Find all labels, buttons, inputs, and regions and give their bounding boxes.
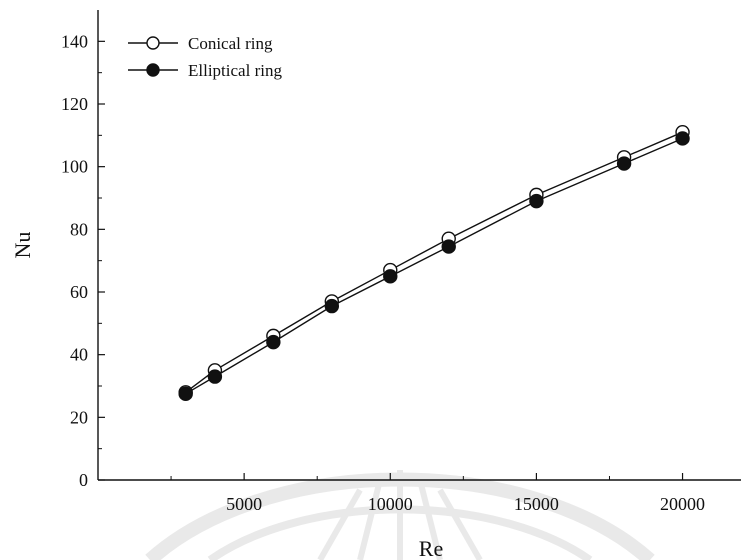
- x-tick-label: 5000: [226, 494, 262, 514]
- y-tick-label: 20: [70, 407, 88, 427]
- x-tick-labels: 5000 10000 15000 20000: [226, 494, 705, 514]
- axes: [97, 10, 741, 481]
- series-line-0: [185, 131, 683, 393]
- elliptical-ring-point: [324, 298, 340, 314]
- watermark: [145, 470, 655, 560]
- x-tick-label: 20000: [660, 494, 705, 514]
- legend-marker-conical-ring: [146, 36, 160, 50]
- y-tick-label: 100: [61, 157, 88, 177]
- legend-item-elliptical-ring: Elliptical ring: [128, 61, 282, 80]
- legend: Conical ring Elliptical ring: [128, 34, 282, 80]
- elliptical-ring-point: [616, 156, 632, 171]
- elliptical-ring-point: [383, 269, 398, 284]
- elliptical-ring-point: [529, 193, 544, 209]
- y-tick-label: 40: [70, 345, 88, 365]
- y-tick-label: 140: [61, 31, 88, 51]
- legend-label-elliptical-ring: Elliptical ring: [188, 61, 282, 80]
- series-layer: [178, 124, 690, 402]
- y-axis-label: Nu: [10, 232, 35, 259]
- elliptical-ring-point: [207, 369, 223, 384]
- y-tick-label: 0: [79, 470, 88, 490]
- x-tick-label: 15000: [514, 494, 559, 514]
- elliptical-ring-point: [178, 386, 193, 402]
- y-tick-label: 80: [70, 219, 88, 239]
- y-tick-label: 60: [70, 282, 88, 302]
- legend-label-conical-ring: Conical ring: [188, 34, 273, 53]
- y-tick-labels: 0 20 40 60 80 100 120 140: [61, 31, 88, 490]
- x-tick-label: 10000: [368, 494, 413, 514]
- legend-marker-elliptical-ring: [146, 63, 160, 77]
- elliptical-ring-point: [441, 239, 456, 254]
- legend-item-conical-ring: Conical ring: [128, 34, 273, 53]
- series-line-1: [185, 137, 683, 395]
- y-tick-label: 120: [61, 94, 88, 114]
- x-axis-label: Re: [419, 536, 443, 560]
- elliptical-ring-point: [675, 131, 690, 146]
- elliptical-ring-point: [266, 334, 281, 350]
